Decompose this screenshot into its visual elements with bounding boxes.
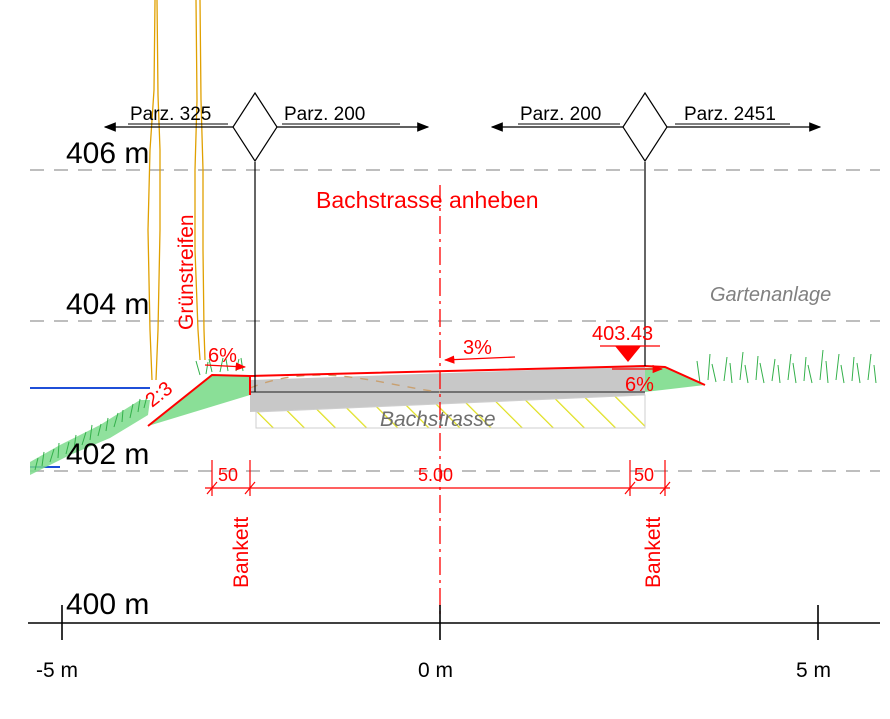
level-label-400: 400 m [66,588,149,621]
axis-label-right: 5 m [796,659,831,682]
spot-height-label: 403.43 [592,323,653,345]
boundary-marker-right [622,91,668,163]
parcel-label-left-a: Parz. 325 [130,104,211,125]
parcel-label-right-a: Parz. 200 [520,104,601,125]
bankett-label-left: Bankett [230,517,253,588]
parcel-label-right-b: Parz. 2451 [684,104,776,125]
dimension-chain [205,460,671,496]
road-name-label: Bachstrasse [380,408,496,431]
slope-arrow-left [204,362,247,371]
elevation-gridlines [30,169,880,472]
parcel-label-left-b: Parz. 200 [284,104,365,125]
right-embankment-fill [645,367,705,392]
gruenstreifen-label: Grünstreifen [175,214,198,330]
level-label-406: 406 m [66,137,149,170]
left-grass-slope [30,395,150,475]
gartenanlage-label: Gartenanlage [710,284,831,306]
axis-label-left: -5 m [36,659,78,682]
grass-tufts [195,349,877,384]
slope-label-center: 3% [463,337,492,359]
slope-arrow-center [443,355,516,364]
boundary-marker-left [232,91,278,163]
road-body [249,366,646,429]
distance-axis [28,605,880,640]
diagram-title: Bachstrasse anheben [316,187,539,213]
dimension-right: 50 [634,465,654,485]
bankett-label-right: Bankett [642,517,665,588]
tree-outlines [147,0,206,381]
slope-label-right: 6% [625,374,654,396]
dimension-left: 50 [218,465,238,485]
level-label-404: 404 m [66,288,149,321]
slope-label-left: 6% [208,345,237,367]
dimension-middle: 5.00 [418,465,453,485]
spot-height-marker [615,346,641,362]
new-road-profile [147,364,706,427]
axis-label-center: 0 m [418,659,453,682]
left-embankment-fill [148,375,250,426]
parcel-boundaries [103,91,822,392]
level-label-402: 402 m [66,438,149,471]
